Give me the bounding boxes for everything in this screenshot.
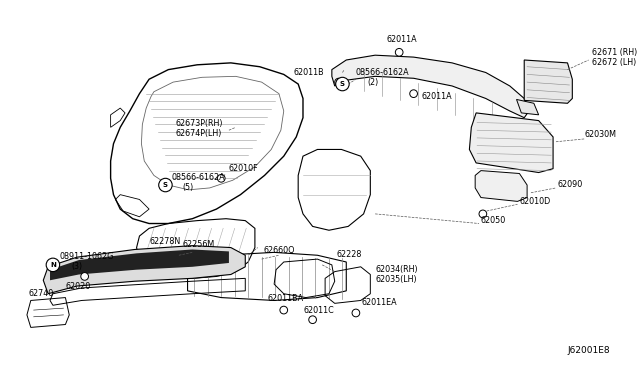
Polygon shape (475, 171, 527, 201)
Circle shape (352, 309, 360, 317)
Text: 62011A: 62011A (421, 92, 452, 101)
Text: 62010D: 62010D (520, 197, 550, 206)
Text: 62256M: 62256M (183, 240, 215, 250)
Polygon shape (332, 55, 529, 118)
Circle shape (335, 78, 342, 86)
Text: 62673P(RH): 62673P(RH) (175, 119, 223, 128)
Polygon shape (516, 99, 539, 115)
Text: 08911-1062G: 08911-1062G (60, 252, 114, 261)
Text: 62090: 62090 (558, 180, 583, 189)
Circle shape (308, 316, 316, 324)
Text: 62011A: 62011A (387, 35, 417, 44)
Circle shape (396, 48, 403, 56)
Text: 08566-6162A: 08566-6162A (172, 173, 225, 182)
Text: 08566-6162A: 08566-6162A (356, 68, 410, 77)
Text: 62030M: 62030M (585, 129, 617, 138)
Text: S: S (163, 182, 168, 188)
Text: 62671 (RH): 62671 (RH) (591, 48, 637, 57)
Text: (5): (5) (183, 183, 194, 192)
Text: (3): (3) (71, 262, 83, 271)
Text: (2): (2) (367, 78, 379, 87)
Circle shape (46, 258, 60, 272)
Text: 62035(LH): 62035(LH) (375, 275, 417, 284)
Text: J62001E8: J62001E8 (568, 346, 610, 355)
Text: 62660Q: 62660Q (264, 246, 295, 255)
Polygon shape (44, 246, 245, 294)
Circle shape (81, 273, 88, 280)
Circle shape (336, 77, 349, 91)
Circle shape (410, 90, 417, 97)
Circle shape (479, 210, 486, 218)
Text: N: N (50, 262, 56, 268)
Text: 62011EA: 62011EA (362, 298, 397, 307)
Text: 62011C: 62011C (304, 306, 335, 315)
Text: 62020: 62020 (65, 282, 91, 291)
Text: 62011BA: 62011BA (268, 294, 303, 303)
Text: 62011B: 62011B (293, 68, 324, 77)
Text: 62672 (LH): 62672 (LH) (591, 58, 636, 67)
Text: 62278N: 62278N (149, 237, 180, 246)
Text: S: S (340, 81, 345, 87)
Text: 62674P(LH): 62674P(LH) (175, 129, 221, 138)
Polygon shape (469, 113, 553, 173)
Text: 62034(RH): 62034(RH) (375, 266, 418, 275)
Circle shape (159, 178, 172, 192)
Text: 62050: 62050 (481, 216, 506, 225)
Polygon shape (50, 250, 229, 280)
Text: 62740: 62740 (29, 289, 54, 298)
Text: 62228: 62228 (337, 250, 362, 259)
Text: 62010F: 62010F (229, 164, 259, 173)
Circle shape (218, 174, 225, 182)
Circle shape (280, 306, 287, 314)
Polygon shape (524, 60, 572, 103)
